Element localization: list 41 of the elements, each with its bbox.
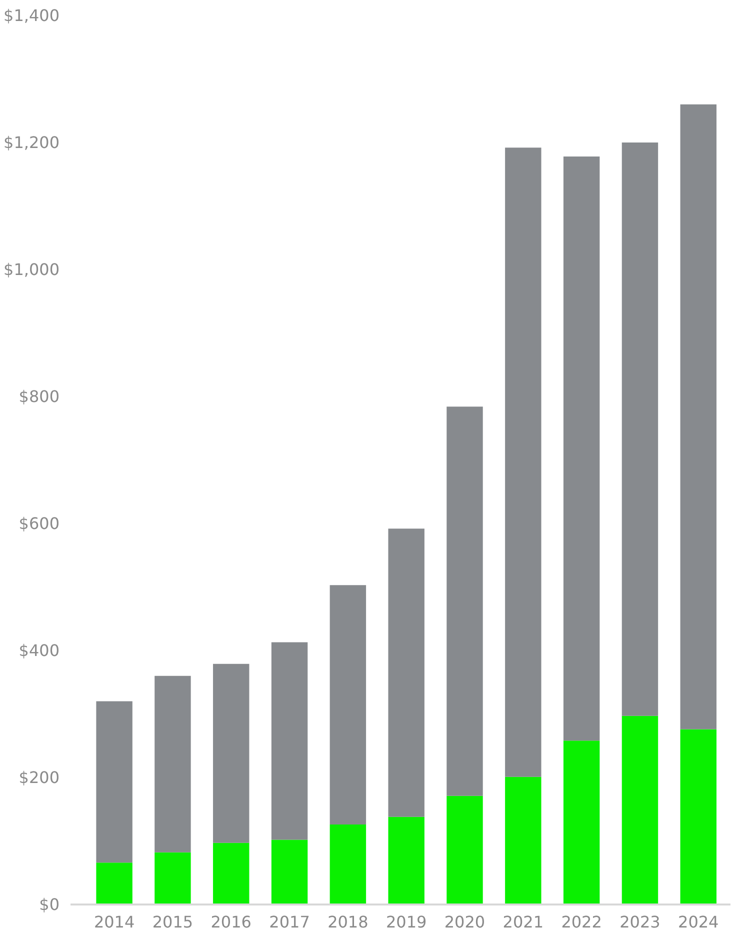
- x-tick-label: 2015: [152, 912, 194, 932]
- bar: [213, 664, 250, 843]
- bar: [446, 796, 483, 904]
- bar: [96, 701, 132, 863]
- bar: [505, 776, 542, 904]
- bar: [213, 842, 250, 904]
- x-tick-label: 2022: [561, 912, 602, 932]
- x-tick-label: 2021: [502, 912, 544, 932]
- bar: [154, 852, 191, 904]
- y-tick-label: $0: [39, 895, 60, 914]
- x-tick-label: 2024: [678, 912, 719, 932]
- x-tick-label: 2020: [444, 912, 486, 932]
- bar: [680, 104, 716, 730]
- bar: [446, 406, 483, 796]
- bar: [271, 840, 308, 904]
- x-tick-label: 2014: [94, 912, 135, 932]
- bar: [154, 676, 191, 852]
- y-tick-label: $200: [18, 768, 60, 787]
- bar: [96, 862, 132, 904]
- bar: [622, 142, 658, 716]
- x-tick-label: 2017: [269, 912, 310, 932]
- bar: [330, 585, 366, 824]
- bar: [388, 816, 424, 904]
- y-tick-label: $600: [18, 514, 60, 533]
- bar: [330, 824, 366, 904]
- bar: [563, 740, 600, 904]
- bar: [622, 716, 658, 904]
- x-tick-label: 2016: [210, 912, 252, 932]
- bar: [563, 156, 600, 741]
- x-tick-label: 2019: [386, 912, 427, 932]
- bar: [505, 148, 542, 777]
- x-tick-label: 2018: [328, 912, 368, 932]
- y-tick-label: $1,200: [4, 133, 60, 152]
- bar: [271, 642, 308, 840]
- y-tick-label: $400: [18, 641, 60, 660]
- bar: [680, 729, 716, 904]
- y-tick-label: $800: [18, 387, 60, 406]
- x-tick-label: 2023: [620, 912, 660, 932]
- y-tick-label: $1,400: [4, 6, 60, 25]
- bar: [388, 528, 424, 817]
- y-tick-label: $1,000: [4, 260, 60, 279]
